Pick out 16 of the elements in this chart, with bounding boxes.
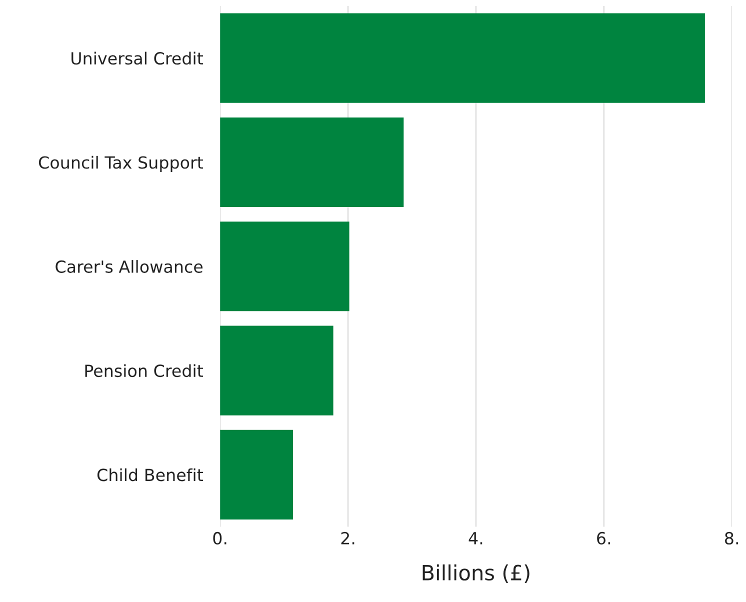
y-tick-label: Council Tax Support (38, 156, 203, 172)
x-axis-title: Billions (£) (422, 564, 530, 583)
bar (220, 430, 293, 520)
y-tick-label: Child Benefit (97, 468, 204, 482)
y-tick-label: Universal Credit (72, 52, 204, 65)
x-tick-label: 6. (597, 532, 610, 545)
x-tick-label: 4. (468, 532, 482, 544)
y-tick-label: Carer's Allowance (56, 260, 203, 273)
x-tick-label: 0. (213, 532, 226, 545)
y-tick-label: Pension Credit (85, 364, 204, 378)
bar (220, 326, 334, 416)
bar (220, 222, 350, 312)
bar (220, 117, 404, 208)
x-tick-label: 8. (725, 532, 738, 545)
x-tick-label: 2. (341, 532, 354, 544)
bar (220, 13, 705, 103)
